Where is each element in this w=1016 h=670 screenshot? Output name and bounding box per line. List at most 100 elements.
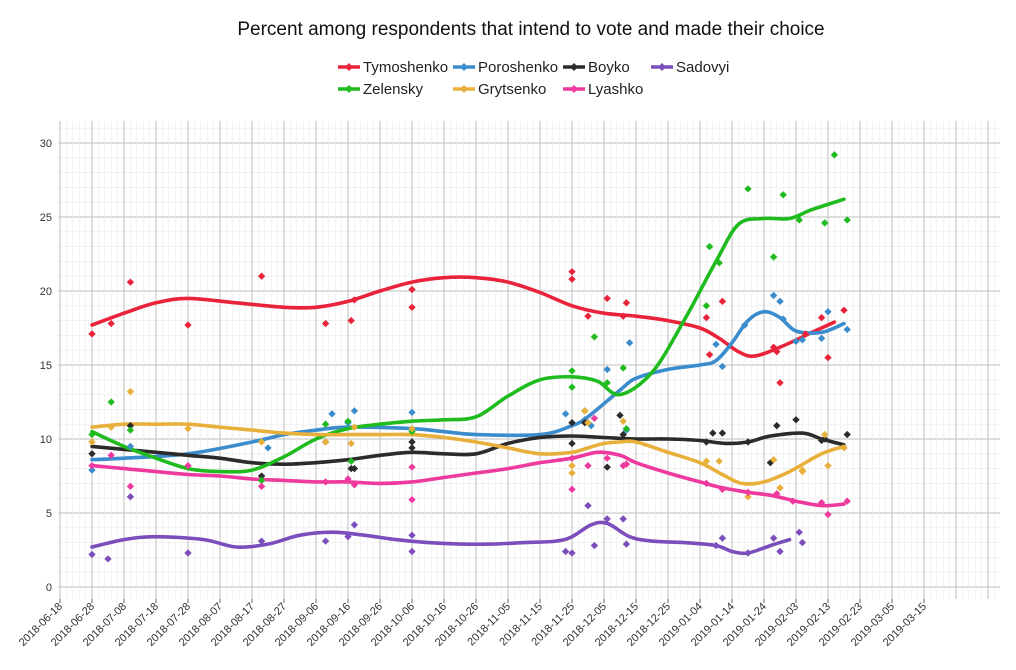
point-grytsenko: [769, 456, 778, 464]
point-grytsenko: [824, 461, 832, 470]
point-poroshenko: [741, 321, 749, 329]
point-zelensky: [843, 216, 851, 224]
point-lyashko: [257, 482, 266, 491]
point-boyko: [821, 435, 829, 443]
point-sadovyi: [769, 534, 778, 542]
point-boyko: [126, 422, 135, 430]
point-tymoshenko: [718, 297, 727, 306]
point-zelensky: [257, 476, 266, 485]
point-lyashko: [350, 481, 359, 489]
point-tymoshenko: [350, 296, 359, 304]
point-lyashko: [408, 496, 416, 504]
line-grytsenko: [90, 422, 846, 486]
point-lyashko: [590, 414, 599, 422]
point-boyko: [568, 419, 576, 427]
legend-item-grytsenko: Grytsenko: [453, 81, 546, 98]
y-tick-label: 10: [40, 434, 52, 446]
point-lyashko: [744, 488, 752, 496]
point-poroshenko: [712, 340, 720, 348]
point-boyko: [773, 422, 781, 430]
point-grytsenko: [347, 439, 355, 448]
point-sadovyi: [795, 528, 803, 536]
point-zelensky: [705, 242, 714, 251]
legend-label-zelensky: Zelensky: [363, 81, 424, 98]
point-boyko: [709, 429, 717, 437]
point-boyko: [744, 438, 752, 446]
point-zelensky: [715, 259, 723, 267]
point-lyashko: [408, 463, 416, 471]
legend-marker-lyashko: [570, 85, 578, 93]
point-zelensky: [107, 398, 115, 406]
legend: Tymoshenko Poroshenko Boyko Sadovyi Zelensky…: [338, 59, 729, 98]
point-zelensky: [744, 185, 752, 193]
point-tymoshenko: [824, 353, 832, 362]
legend-label-poroshenko: Poroshenko: [478, 59, 558, 76]
point-poroshenko: [843, 325, 851, 334]
point-grytsenko: [568, 461, 576, 470]
point-sadovyi: [744, 549, 752, 557]
point-sadovyi: [561, 547, 570, 556]
legend-item-tymoshenko: Tymoshenko: [338, 59, 448, 76]
point-sadovyi: [257, 537, 266, 545]
point-grytsenko: [184, 424, 192, 433]
point-lyashko: [824, 510, 832, 519]
point-boyko: [616, 411, 624, 419]
line-zelensky: [90, 197, 846, 474]
point-zelensky: [603, 379, 611, 387]
legend-item-boyko: Boyko: [563, 59, 630, 76]
point-tymoshenko: [126, 278, 135, 286]
point-boyko: [792, 416, 800, 424]
legend-label-grytsenko: Grytsenko: [478, 81, 546, 98]
point-lyashko: [843, 497, 851, 505]
y-tick-label: 25: [40, 212, 52, 224]
point-sadovyi: [350, 521, 359, 529]
point-boyko: [408, 438, 416, 446]
point-lyashko: [184, 461, 192, 470]
legend-item-poroshenko: Poroshenko: [453, 59, 558, 76]
point-tymoshenko: [408, 285, 416, 294]
point-grytsenko: [581, 407, 589, 415]
y-tick-label: 20: [40, 286, 52, 298]
point-sadovyi: [718, 534, 727, 542]
point-lyashko: [773, 490, 781, 498]
point-poroshenko: [126, 442, 135, 451]
point-lyashko: [817, 498, 826, 507]
point-tymoshenko: [840, 306, 848, 314]
point-boyko: [257, 472, 266, 480]
series-points: [88, 151, 851, 563]
point-boyko: [350, 464, 359, 473]
point-grytsenko: [126, 387, 135, 396]
point-tymoshenko: [769, 343, 778, 351]
point-tymoshenko: [321, 319, 330, 328]
point-poroshenko: [792, 337, 800, 345]
point-tymoshenko: [257, 272, 266, 280]
point-grytsenko: [744, 493, 752, 501]
point-lyashko: [622, 460, 631, 468]
point-lyashko: [126, 482, 135, 491]
point-zelensky: [568, 367, 576, 375]
point-poroshenko: [625, 339, 634, 347]
point-tymoshenko: [705, 350, 714, 359]
point-boyko: [408, 444, 416, 452]
point-tymoshenko: [107, 319, 115, 328]
point-sadovyi: [776, 547, 784, 556]
point-grytsenko: [840, 444, 848, 452]
point-poroshenko: [769, 291, 778, 300]
point-poroshenko: [264, 444, 272, 452]
point-poroshenko: [824, 308, 832, 316]
point-zelensky: [321, 420, 330, 428]
point-sadovyi: [568, 549, 576, 557]
point-tymoshenko: [184, 321, 192, 329]
point-sadovyi: [126, 493, 135, 501]
point-sadovyi: [184, 549, 192, 557]
point-boyko: [843, 430, 851, 439]
point-tymoshenko: [801, 330, 810, 338]
point-tymoshenko: [88, 330, 96, 338]
point-tymoshenko: [776, 379, 784, 387]
point-zelensky: [347, 457, 355, 465]
point-tymoshenko: [568, 268, 576, 276]
legend-marker-zelensky: [345, 85, 353, 93]
point-grytsenko: [584, 419, 592, 427]
point-grytsenko: [776, 484, 784, 492]
point-grytsenko: [350, 423, 359, 431]
